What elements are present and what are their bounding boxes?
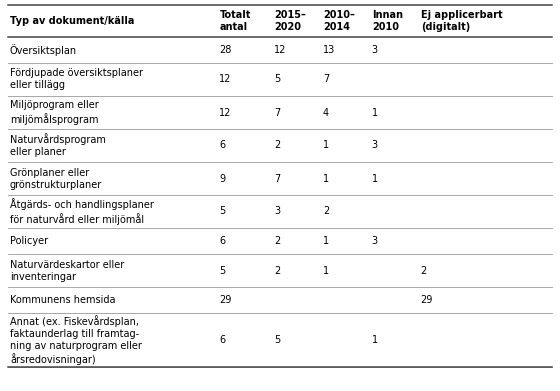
Text: Åtgärds- och handlingsplaner
för naturvård eller miljömål: Åtgärds- och handlingsplaner för naturvå… — [10, 198, 154, 225]
Text: 7: 7 — [274, 174, 280, 183]
Text: 5: 5 — [274, 75, 280, 84]
Text: 6: 6 — [220, 140, 226, 151]
Text: Annat (ex. Fiskevårdsplan,
faktaunderlag till framtag-
ning av naturprogram elle: Annat (ex. Fiskevårdsplan, faktaunderlag… — [10, 315, 142, 365]
Text: 7: 7 — [323, 75, 329, 84]
Text: 2: 2 — [274, 140, 280, 151]
Text: 4: 4 — [323, 108, 329, 118]
Text: 13: 13 — [323, 45, 335, 55]
Text: 6: 6 — [220, 335, 226, 345]
Text: Fördjupade översiktsplaner
eller tillägg: Fördjupade översiktsplaner eller tillägg — [10, 68, 143, 90]
Text: Grönplaner eller
grönstrukturplaner: Grönplaner eller grönstrukturplaner — [10, 167, 102, 190]
Text: 5: 5 — [220, 265, 226, 276]
Text: 2015–
2020: 2015– 2020 — [274, 10, 306, 32]
Text: 29: 29 — [220, 295, 232, 305]
Text: Typ av dokument/källa: Typ av dokument/källa — [10, 16, 134, 26]
Text: 2: 2 — [274, 236, 280, 246]
Text: 28: 28 — [220, 45, 232, 55]
Text: 1: 1 — [372, 174, 378, 183]
Text: Naturvärdeskartor eller
inventeringar: Naturvärdeskartor eller inventeringar — [10, 260, 124, 282]
Text: 12: 12 — [220, 75, 232, 84]
Text: 5: 5 — [274, 335, 280, 345]
Text: 1: 1 — [372, 335, 378, 345]
Text: 2: 2 — [323, 206, 329, 217]
Text: Policyer: Policyer — [10, 236, 48, 246]
Text: 1: 1 — [323, 140, 329, 151]
Text: 12: 12 — [274, 45, 286, 55]
Text: 1: 1 — [323, 236, 329, 246]
Text: 9: 9 — [220, 174, 226, 183]
Text: 1: 1 — [372, 108, 378, 118]
Text: 2: 2 — [274, 265, 280, 276]
Text: 5: 5 — [220, 206, 226, 217]
Text: 1: 1 — [323, 174, 329, 183]
Text: 7: 7 — [274, 108, 280, 118]
Text: Kommunens hemsida: Kommunens hemsida — [10, 295, 115, 305]
Text: 6: 6 — [220, 236, 226, 246]
Text: Ej applicerbart
(digitalt): Ej applicerbart (digitalt) — [421, 10, 502, 32]
Text: Naturvårdsprogram
eller planer: Naturvårdsprogram eller planer — [10, 134, 106, 158]
Text: 29: 29 — [421, 295, 433, 305]
Text: 3: 3 — [372, 140, 378, 151]
Text: Totalt
antal: Totalt antal — [220, 10, 251, 32]
Text: 1: 1 — [323, 265, 329, 276]
Text: Miljöprogram eller
miljömålsprogram: Miljöprogram eller miljömålsprogram — [10, 100, 99, 125]
Text: Innan
2010: Innan 2010 — [372, 10, 403, 32]
Text: 2010–
2014: 2010– 2014 — [323, 10, 354, 32]
Text: 3: 3 — [372, 45, 378, 55]
Text: Översiktsplan: Översiktsplan — [10, 44, 77, 56]
Text: 2: 2 — [421, 265, 427, 276]
Text: 3: 3 — [274, 206, 280, 217]
Text: 12: 12 — [220, 108, 232, 118]
Text: 3: 3 — [372, 236, 378, 246]
